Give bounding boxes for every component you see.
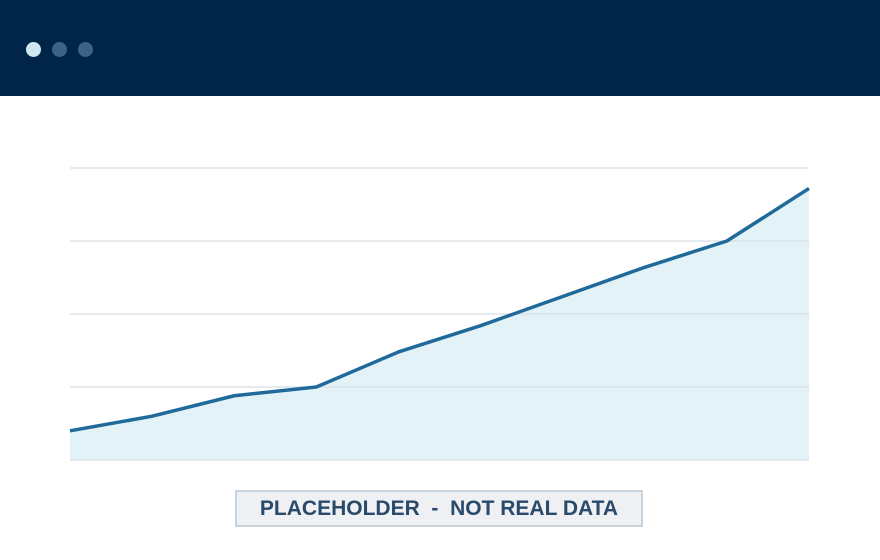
- window-dot: [26, 42, 41, 57]
- chart: [69, 167, 810, 461]
- placeholder-badge: PLACEHOLDER - NOT REAL DATA: [235, 490, 643, 527]
- window-header: [0, 0, 880, 96]
- area-fill: [70, 188, 809, 460]
- area-line: [69, 186, 810, 433]
- window-dot: [52, 42, 67, 57]
- window-dot: [78, 42, 93, 57]
